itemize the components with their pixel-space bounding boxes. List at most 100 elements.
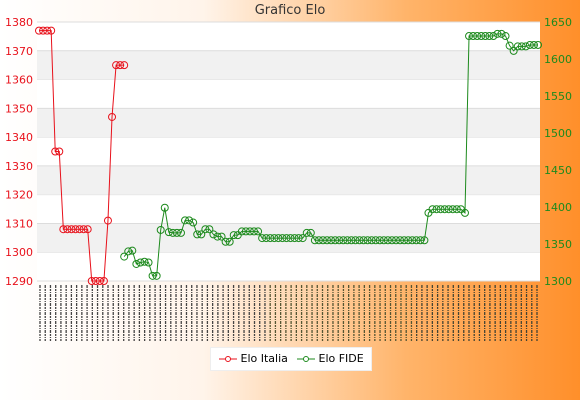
- elo-fide-point: [440, 205, 449, 214]
- elo-italia-point: [43, 26, 52, 35]
- elo-fide-point: [473, 32, 482, 41]
- elo-fide-point: [335, 236, 344, 245]
- legend-label-elo-fide: Elo FIDE: [318, 352, 364, 365]
- elo-italia-point: [79, 225, 88, 234]
- elo-fide-legend-icon: [297, 356, 315, 362]
- elo-fide-point: [477, 32, 486, 41]
- left-tick-label: 1380: [5, 16, 33, 29]
- elo-fide-point: [444, 205, 453, 214]
- elo-fide-point: [367, 236, 376, 245]
- elo-italia-point: [108, 112, 117, 121]
- elo-fide-point: [148, 271, 157, 280]
- elo-fide-point: [237, 227, 246, 236]
- elo-fide-point: [420, 236, 429, 245]
- elo-fide-point: [156, 225, 165, 234]
- elo-fide-point: [448, 205, 457, 214]
- elo-fide-point: [152, 271, 161, 280]
- elo-fide-point: [274, 234, 283, 243]
- elo-fide-point: [221, 237, 230, 246]
- elo-fide-point: [128, 246, 137, 255]
- elo-fide-point: [497, 29, 506, 38]
- elo-italia-point: [87, 277, 96, 285]
- elo-fide-point: [136, 258, 145, 267]
- elo-fide-point: [359, 236, 368, 245]
- elo-fide-point: [460, 208, 469, 217]
- elo-fide-point: [509, 46, 518, 55]
- left-tick-label: 1300: [5, 246, 33, 259]
- left-axis-ticks: 1290 1300 1310 1320 1330 1340 1350 1360 1370 1380: [5, 16, 33, 288]
- elo-fide-point: [371, 236, 380, 245]
- elo-fide-point: [452, 205, 461, 214]
- legend-label-elo-italia: Elo Italia: [240, 352, 288, 365]
- elo-fide-point: [469, 32, 478, 41]
- elo-fide-point: [331, 236, 340, 245]
- elo-italia-point: [99, 277, 108, 285]
- elo-italia-point: [75, 225, 84, 234]
- elo-fide-point: [164, 228, 173, 237]
- chart-title: Grafico Elo: [254, 3, 326, 18]
- elo-fide-point: [278, 234, 287, 243]
- elo-fide-point: [225, 237, 234, 246]
- elo-fide-point: [327, 236, 336, 245]
- elo-fide-point: [197, 230, 206, 239]
- elo-fide-point: [404, 236, 413, 245]
- elo-fide-point: [144, 258, 153, 267]
- elo-fide-point: [375, 236, 384, 245]
- elo-italia-point: [51, 147, 60, 156]
- elo-fide-point: [298, 234, 307, 243]
- elo-fide-point: [408, 236, 417, 245]
- elo-fide-point: [262, 234, 271, 243]
- elo-fide-point: [323, 236, 332, 245]
- elo-fide-point: [205, 225, 214, 234]
- elo-fide-point: [432, 205, 441, 214]
- elo-italia-point: [39, 26, 48, 35]
- elo-fide-point: [489, 32, 498, 41]
- elo-italia-point: [116, 61, 125, 70]
- elo-fide-point: [396, 236, 405, 245]
- elo-fide-point: [481, 32, 490, 41]
- right-axis-ticks: 1300 1350 1400 1450 1500 1550 1600 1650: [544, 16, 572, 288]
- elo-italia-point: [83, 225, 92, 234]
- elo-fide-point: [172, 228, 181, 237]
- elo-fide-point: [250, 227, 259, 236]
- elo-fide-point: [485, 32, 494, 41]
- left-tick-label: 1340: [5, 131, 33, 144]
- grid-band: [37, 165, 540, 195]
- left-tick-label: 1370: [5, 45, 33, 58]
- elo-italia-point: [95, 277, 104, 285]
- elo-italia-point: [67, 225, 76, 234]
- legend-item-elo-fide: Elo FIDE: [297, 352, 364, 365]
- elo-fide-point: [355, 236, 364, 245]
- elo-fide-point: [270, 234, 279, 243]
- elo-fide-point: [347, 236, 356, 245]
- right-tick-label: 1500: [544, 127, 572, 140]
- right-tick-label: 1300: [544, 275, 572, 288]
- elo-italia-point: [55, 147, 64, 156]
- x-axis-ticks: [39, 285, 538, 341]
- elo-italia-line: [39, 30, 125, 282]
- elo-fide-point: [286, 234, 295, 243]
- left-tick-label: 1330: [5, 160, 33, 173]
- elo-fide-point: [529, 40, 538, 49]
- right-tick-label: 1450: [544, 164, 572, 177]
- elo-fide-point: [160, 203, 169, 212]
- elo-italia-point: [91, 277, 100, 285]
- elo-fide-point: [258, 234, 267, 243]
- elo-fide-point: [168, 228, 177, 237]
- elo-fide-point: [209, 230, 218, 239]
- elo-fide-point: [517, 42, 526, 51]
- elo-italia-point: [71, 225, 80, 234]
- elo-fide-point: [213, 232, 222, 241]
- elo-fide-point: [436, 205, 445, 214]
- elo-fide-point: [306, 228, 315, 237]
- elo-fide-point: [193, 230, 202, 239]
- elo-fide-point: [181, 216, 190, 225]
- legend-item-elo-italia: Elo Italia: [219, 352, 288, 365]
- elo-italia-point: [35, 26, 43, 35]
- elo-fide-point: [124, 247, 133, 256]
- elo-fide-point: [387, 236, 396, 245]
- elo-fide-point: [383, 236, 392, 245]
- elo-fide-line: [123, 33, 538, 277]
- series-layer: [35, 26, 542, 285]
- elo-fide-point: [217, 232, 226, 241]
